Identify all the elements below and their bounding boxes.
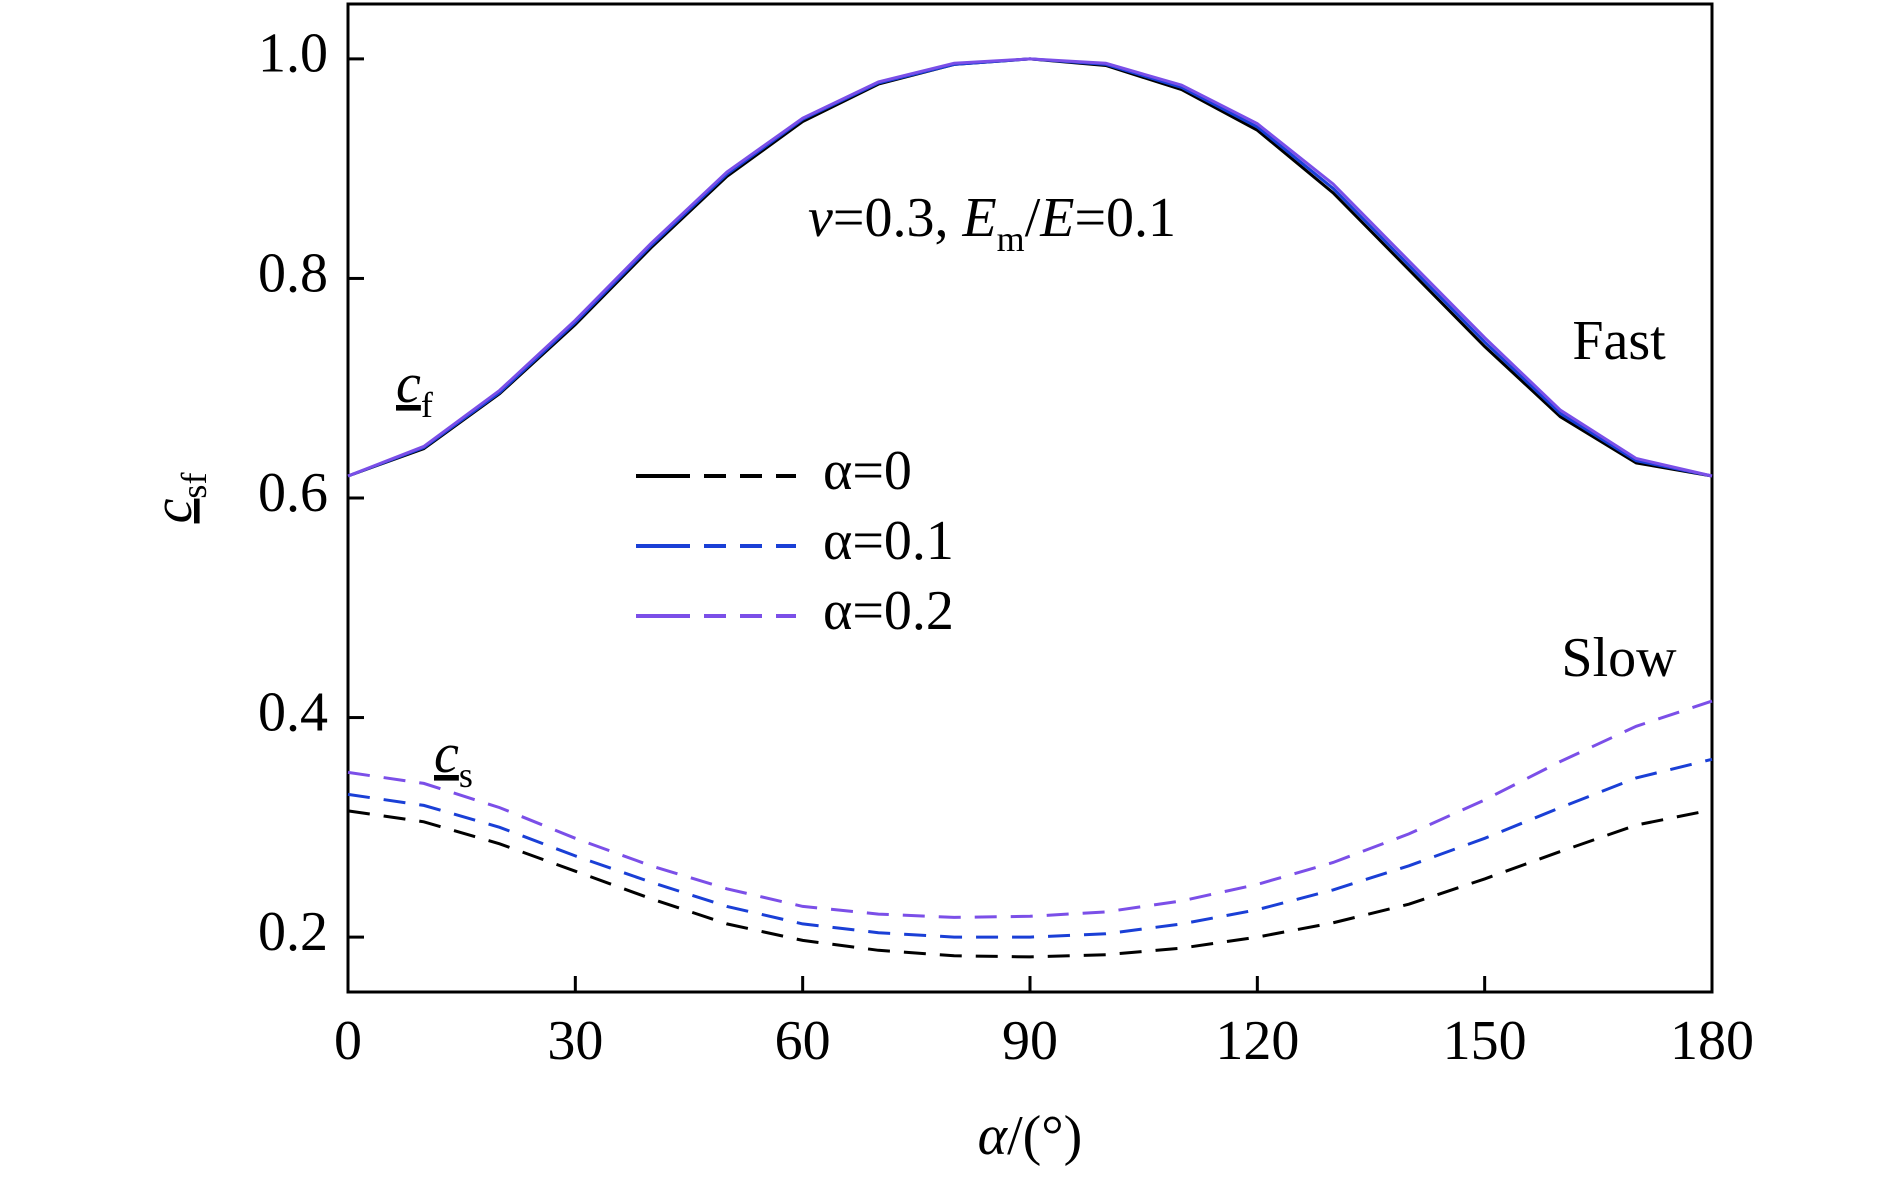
text-part: Fast (1572, 310, 1666, 372)
text-part: s (459, 755, 473, 795)
x-tick-label: 60 (775, 1010, 831, 1072)
text-part: m (997, 219, 1025, 259)
annotation: cf (396, 353, 433, 425)
text-part: E (1039, 187, 1074, 249)
text-part: c (434, 723, 459, 785)
x-tick-label: 0 (334, 1010, 362, 1072)
text-part: =0.1 (1074, 187, 1176, 249)
text-part: f (421, 385, 433, 425)
text-part: =0.3, (833, 187, 963, 249)
annotation: v=0.3, Em/E=0.1 (808, 187, 1176, 259)
x-tick-label: 150 (1443, 1010, 1527, 1072)
legend-label: α=0 (823, 440, 912, 502)
text-part: c (396, 353, 421, 415)
y-tick-label: 0.8 (258, 242, 328, 304)
slow-line (347, 699, 1713, 919)
x-tick-label: 30 (547, 1010, 603, 1072)
plot-frame (346, 2, 1714, 994)
x-axis-label: α/(°) (978, 1105, 1083, 1167)
y-axis-label: csf (142, 473, 214, 524)
y-tick-label: 0.4 (258, 681, 328, 743)
text-part: v (808, 187, 833, 249)
text-part: Slow (1561, 627, 1677, 689)
y-tick-label: 0.2 (258, 901, 328, 963)
annotation: Slow (1561, 627, 1677, 689)
text-part: E (961, 187, 996, 249)
annotation: Fast (1572, 310, 1666, 372)
fast-line (347, 57, 1713, 478)
text-part: c (142, 498, 204, 523)
x-tick-label: 90 (1002, 1010, 1058, 1072)
legend-label: α=0.1 (823, 510, 954, 572)
fast-line (347, 57, 1713, 478)
x-tick-label: 180 (1670, 1010, 1754, 1072)
slow-line (347, 808, 1713, 959)
slow-line (347, 757, 1713, 939)
fast-line (347, 57, 1713, 478)
text-part: α (978, 1105, 1009, 1167)
y-tick-label: 0.6 (258, 462, 328, 524)
text-part: /(°) (1007, 1105, 1082, 1167)
legend-label: α=0.2 (823, 580, 954, 642)
y-tick-label: 1.0 (258, 23, 328, 85)
annotation: cs (434, 723, 473, 795)
x-tick-label: 120 (1215, 1010, 1299, 1072)
text-part: sf (174, 473, 214, 499)
text-part: / (1025, 187, 1041, 249)
